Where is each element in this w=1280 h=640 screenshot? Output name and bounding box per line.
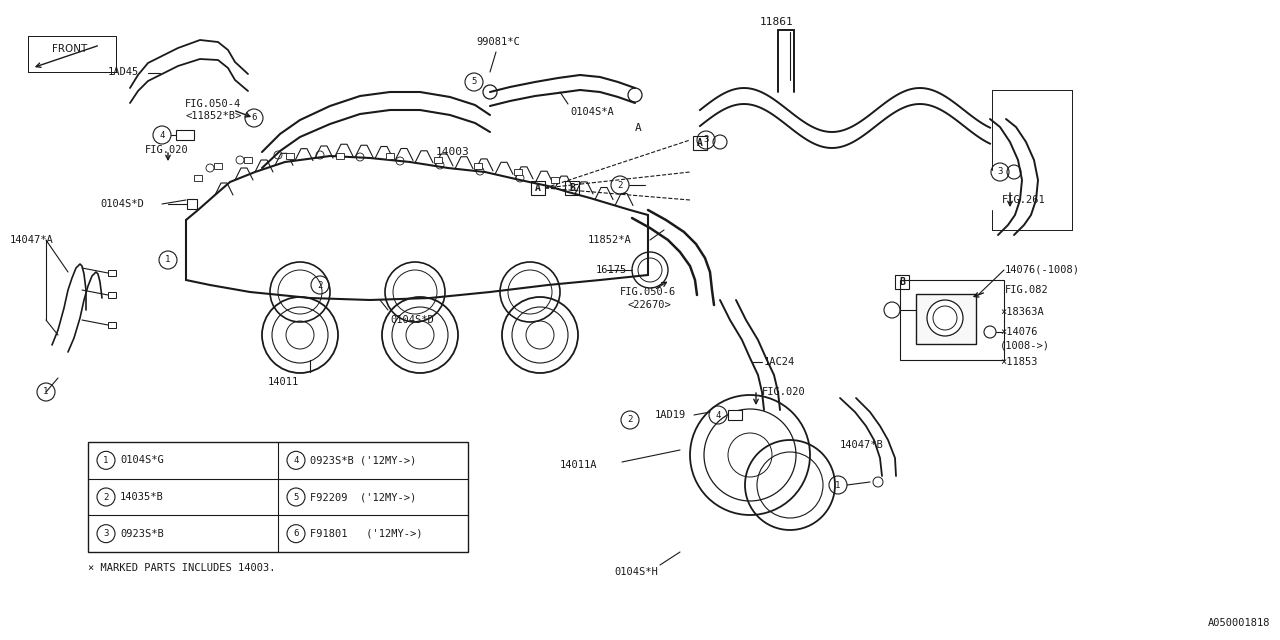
Text: 2: 2 [617,180,622,189]
Text: A: A [698,138,703,148]
Text: 1: 1 [165,255,170,264]
Text: FIG.082: FIG.082 [1005,285,1048,295]
Bar [728,410,742,420]
Text: A: A [535,183,541,193]
Text: 6: 6 [251,113,257,122]
Text: 0104S*H: 0104S*H [614,567,658,577]
Text: 14047*B: 14047*B [840,440,883,450]
Text: 0104S*D: 0104S*D [390,315,434,325]
Text: A050001818: A050001818 [1207,618,1270,628]
Bar [916,294,977,344]
Bar [108,292,116,298]
Bar [531,181,545,195]
Text: 16175: 16175 [596,265,627,275]
Bar [88,442,468,552]
Bar [900,280,1004,360]
Text: 0104S*G: 0104S*G [120,455,164,465]
Text: (1008->): (1008->) [1000,340,1050,350]
Text: 1AD45: 1AD45 [108,67,140,77]
Text: <11852*B>: <11852*B> [186,111,241,121]
Text: 0104S*A: 0104S*A [570,107,613,117]
Text: 1: 1 [104,456,109,465]
Text: FIG.020: FIG.020 [762,387,805,397]
Text: FIG.050-4: FIG.050-4 [186,99,241,109]
Bar [550,177,559,183]
Bar [177,130,195,140]
Text: 4: 4 [293,456,298,465]
Text: 14003: 14003 [436,147,470,157]
Bar [244,157,252,163]
Text: 3: 3 [104,529,109,538]
Text: 3: 3 [997,168,1002,177]
Bar [474,163,483,169]
Bar [515,169,522,175]
Text: × MARKED PARTS INCLUDES 14003.: × MARKED PARTS INCLUDES 14003. [88,563,275,573]
Bar [564,181,579,195]
Bar [28,36,116,72]
Text: 14047*A: 14047*A [10,235,54,245]
Text: 4: 4 [159,131,165,140]
Bar [214,163,221,169]
Bar [195,175,202,181]
Text: B: B [570,183,575,193]
Text: 2: 2 [104,493,109,502]
Text: 1: 1 [44,387,49,397]
Bar [108,270,116,276]
Text: A: A [635,123,641,133]
Text: 2: 2 [317,280,323,289]
Text: 5: 5 [471,77,476,86]
Bar [434,157,442,163]
Text: FRONT: FRONT [52,44,87,54]
Bar [187,199,197,209]
Text: 1AD19: 1AD19 [655,410,686,420]
Text: F91801   ('12MY->): F91801 ('12MY->) [310,529,422,539]
Text: 14035*B: 14035*B [120,492,164,502]
Text: B: B [899,277,905,287]
Text: ×14076: ×14076 [1000,327,1038,337]
Text: F92209  ('12MY->): F92209 ('12MY->) [310,492,416,502]
Bar [108,322,116,328]
Bar [335,153,344,159]
Text: 14011: 14011 [268,377,300,387]
Text: 5: 5 [293,493,298,502]
Text: 4: 4 [716,410,721,419]
Text: 3: 3 [703,136,709,145]
Text: 1AC24: 1AC24 [764,357,795,367]
Text: 11861: 11861 [760,17,794,27]
Text: ×11853: ×11853 [1000,357,1038,367]
Circle shape [927,300,963,336]
Text: 0923S*B ('12MY->): 0923S*B ('12MY->) [310,455,416,465]
Text: 14076(-1008): 14076(-1008) [1005,265,1080,275]
Text: 11852*A: 11852*A [588,235,632,245]
Bar [285,153,294,159]
Text: FIG.261: FIG.261 [1002,195,1046,205]
Text: 99081*C: 99081*C [476,37,520,47]
Bar [387,153,394,159]
Bar [895,275,909,289]
Text: <22670>: <22670> [628,300,672,310]
Text: 1: 1 [836,481,841,490]
Text: 0923S*B: 0923S*B [120,529,164,539]
Text: 6: 6 [293,529,298,538]
Text: ×18363A: ×18363A [1000,307,1043,317]
Bar [692,136,707,150]
Text: 14011A: 14011A [561,460,598,470]
Text: FIG.050-6: FIG.050-6 [620,287,676,297]
Text: FIG.020: FIG.020 [145,145,188,155]
Text: 2: 2 [627,415,632,424]
Text: 0104S*D: 0104S*D [100,199,143,209]
